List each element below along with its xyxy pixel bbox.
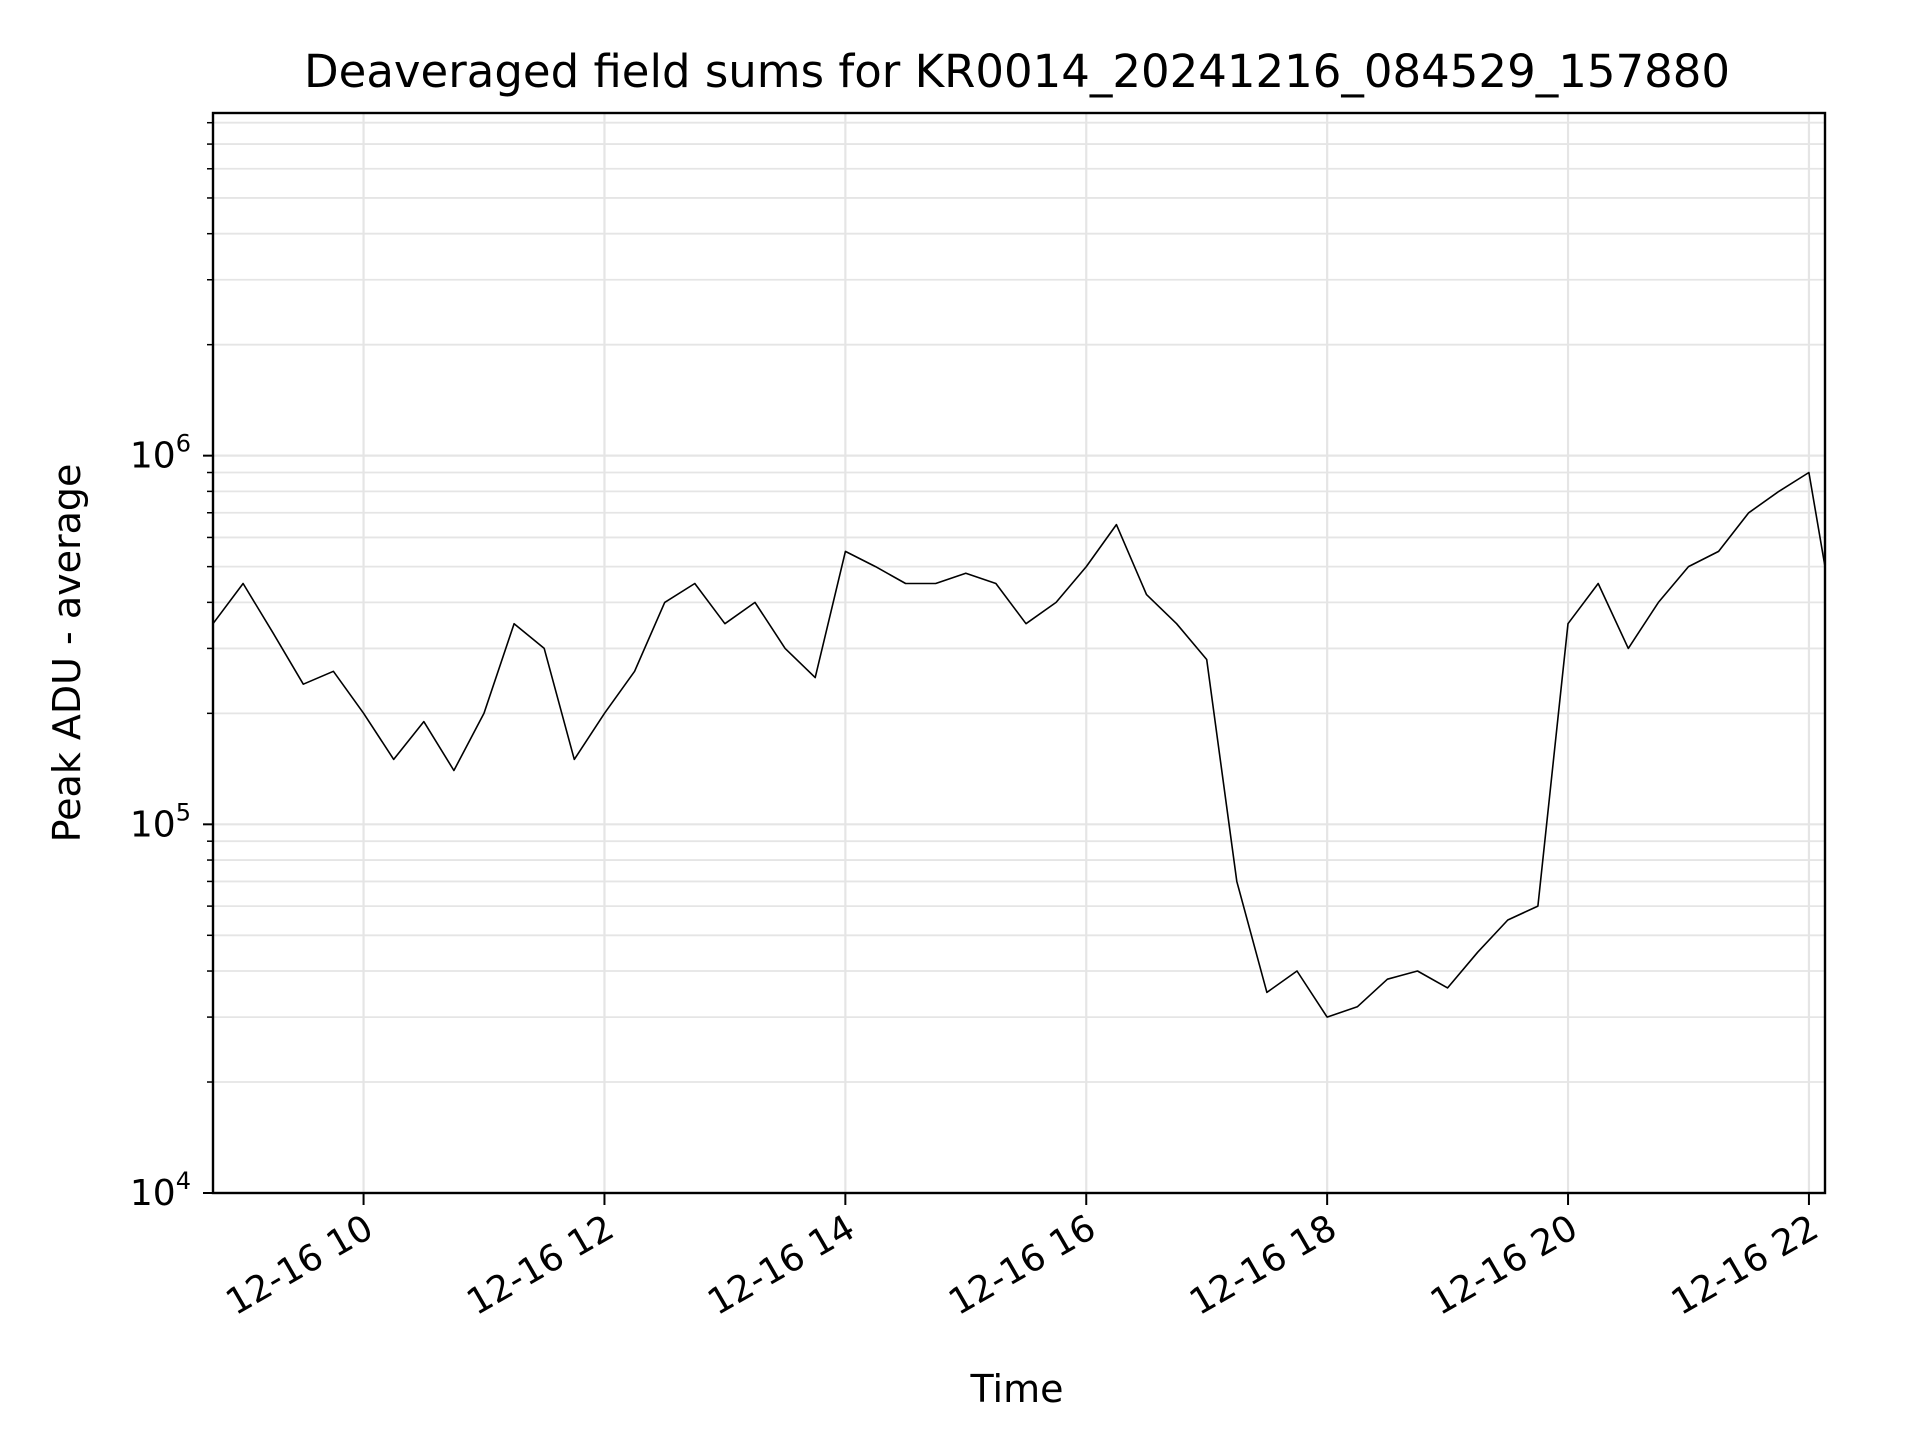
y-tick-exponent: 4 <box>176 1167 191 1195</box>
plot-frame <box>211 111 1827 1195</box>
series-area <box>212 471 1826 1018</box>
y-tick-exponent: 6 <box>176 430 191 458</box>
series-line <box>212 471 1826 1018</box>
grid-lines <box>213 113 1825 1195</box>
y-tick-label: 105 <box>130 798 191 845</box>
y-tick-base: 10 <box>130 804 176 845</box>
y-tick-base: 10 <box>130 1173 176 1214</box>
y-tick-label: 104 <box>130 1167 191 1214</box>
x-axis-label: Time <box>970 1367 1064 1411</box>
y-tick-label: 106 <box>130 430 191 477</box>
y-tick-exponent: 5 <box>176 798 191 826</box>
y-axis-label: Peak ADU - average <box>45 464 89 843</box>
chart-title: Deaveraged field sums for KR0014_2024121… <box>304 45 1730 98</box>
y-tick-base: 10 <box>130 436 176 477</box>
